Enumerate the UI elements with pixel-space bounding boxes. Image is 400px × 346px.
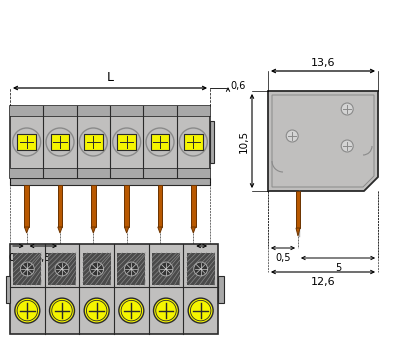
Bar [24,185,29,227]
Circle shape [154,298,178,323]
Bar [91,185,96,227]
Text: L: L [106,71,114,84]
Circle shape [13,128,41,156]
Circle shape [15,298,40,323]
Circle shape [194,262,208,276]
Polygon shape [124,227,129,233]
Circle shape [188,298,213,323]
Bar [83,253,110,285]
Circle shape [50,298,74,323]
Polygon shape [24,227,29,233]
Text: 12,6: 12,6 [311,277,335,287]
Bar [124,185,129,227]
Text: 0,5: 0,5 [275,253,291,263]
Bar [10,106,210,116]
Polygon shape [268,91,378,191]
Bar [10,178,210,185]
Circle shape [46,128,74,156]
Circle shape [179,128,207,156]
Bar [14,253,41,285]
Bar [184,134,203,150]
Bar [191,185,196,227]
Circle shape [20,262,34,276]
Bar [17,134,36,150]
Bar [6,275,10,302]
Polygon shape [158,227,162,233]
Text: 2: 2 [198,253,205,263]
Circle shape [55,262,69,276]
Bar [10,168,210,178]
Bar [10,244,218,334]
Circle shape [341,140,353,152]
Text: 0,75: 0,75 [8,253,30,263]
Text: 13,6: 13,6 [311,58,335,68]
Bar [158,185,162,227]
Circle shape [84,298,109,323]
Circle shape [113,128,141,156]
Bar [210,121,214,163]
Polygon shape [91,227,96,233]
Bar [296,191,300,228]
Circle shape [286,130,298,142]
Circle shape [146,128,174,156]
Text: 5: 5 [335,263,341,273]
Text: 0,6: 0,6 [230,81,245,91]
Polygon shape [58,227,62,233]
Bar [151,134,169,150]
Bar [117,134,136,150]
Circle shape [79,128,107,156]
Circle shape [159,262,173,276]
Text: 10,5: 10,5 [239,129,249,153]
Circle shape [341,103,353,115]
Polygon shape [296,228,300,236]
Circle shape [124,262,138,276]
Circle shape [119,298,144,323]
Text: 3,5: 3,5 [36,253,51,263]
Polygon shape [191,227,196,233]
Bar [51,134,69,150]
Bar [10,106,210,178]
Bar [48,253,76,285]
Bar [84,134,103,150]
Bar [218,275,224,302]
Circle shape [90,262,104,276]
Bar [152,253,180,285]
Bar [58,185,62,227]
Bar [118,253,145,285]
Bar [187,253,214,285]
